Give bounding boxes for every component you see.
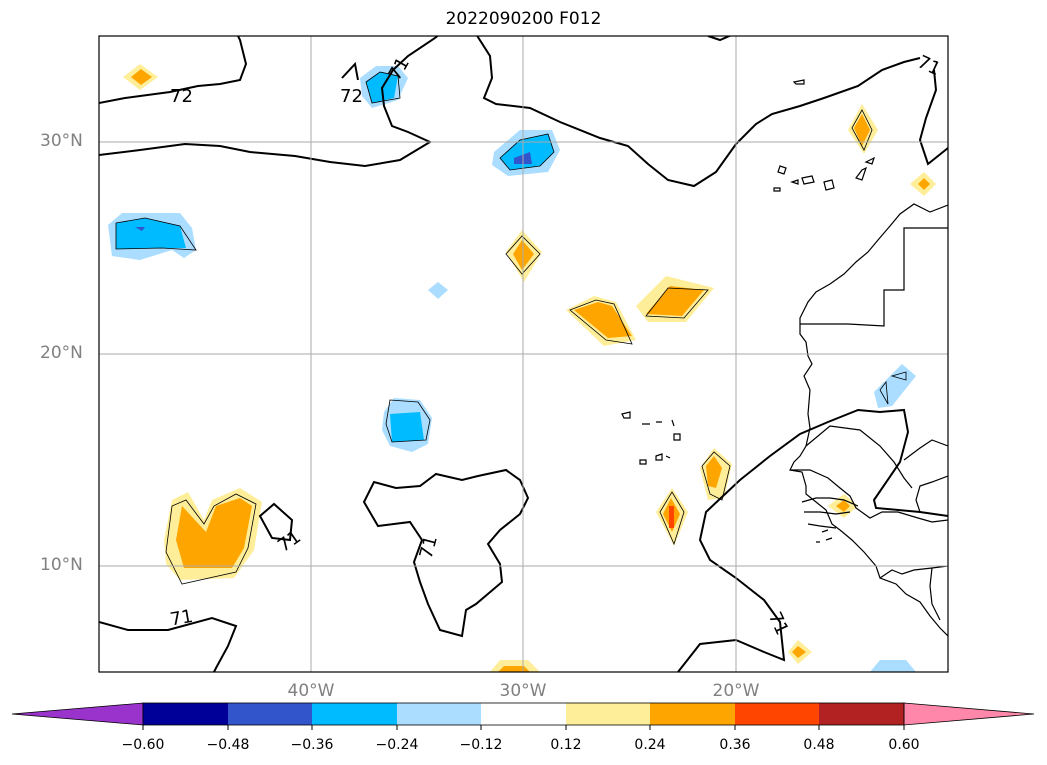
- colorbar: [11, 702, 1035, 730]
- colorbar-band: [228, 703, 312, 725]
- contour-label: 72: [340, 86, 363, 107]
- contour-label: 71: [274, 526, 305, 556]
- gridlines: [99, 36, 948, 672]
- map-title: 2022090200 F012: [445, 9, 602, 29]
- colorbar-band: [819, 703, 904, 725]
- colorbar-band: [650, 703, 735, 725]
- colorbar-tick-label: 0.24: [634, 737, 666, 753]
- contour-label: 72: [170, 86, 193, 107]
- geopotential-contours: [99, 36, 948, 672]
- lon-label-20w: 20°W: [712, 681, 760, 701]
- lat-label-10n: 10°N: [40, 555, 83, 575]
- colorbar-tick-label: −0.12: [459, 737, 503, 753]
- colorbar-tick-label: 0.36: [719, 737, 751, 753]
- colorbar-band: [481, 703, 566, 725]
- anomaly-contour-outlines: [115, 71, 907, 585]
- lat-label-20n: 20°N: [40, 343, 83, 363]
- contour-label: 71: [764, 609, 793, 639]
- coastlines-borders: [789, 203, 948, 637]
- islands: [621, 79, 876, 543]
- colorbar-tick-label: −0.60: [121, 737, 165, 753]
- colorbar-band: [312, 703, 397, 725]
- contour-label: 71: [168, 606, 194, 631]
- lat-label-30n: 30°N: [40, 131, 83, 151]
- contour-labels: 72 72 71 71 71 71 71 71: [168, 52, 943, 639]
- contour-label: 71: [416, 533, 442, 561]
- colorbar-over-arrow: [903, 702, 1035, 726]
- colorbar-band: [397, 703, 481, 725]
- colorbar-band: [143, 703, 228, 725]
- lon-label-40w: 40°W: [287, 681, 335, 701]
- colorbar-tick-label: 0.12: [550, 737, 582, 753]
- colorbar-tick-label: −0.36: [290, 737, 334, 753]
- colorbar-tick-label: −0.48: [206, 737, 250, 753]
- colorbar-tick-label: −0.24: [375, 737, 419, 753]
- lon-label-30w: 30°W: [499, 681, 547, 701]
- colorbar-tick-label: 0.48: [803, 737, 835, 753]
- negative-anomaly-shading: [108, 66, 916, 672]
- colorbar-under-arrow: [11, 702, 144, 726]
- positive-anomaly-shading: [123, 64, 936, 672]
- colorbar-tick-label: 0.60: [888, 737, 920, 753]
- contour-label: 71: [914, 52, 944, 81]
- colorbar-band: [735, 703, 819, 725]
- colorbar-outline: [142, 702, 905, 726]
- colorbar-band: [566, 703, 650, 725]
- map-frame: [98, 35, 949, 673]
